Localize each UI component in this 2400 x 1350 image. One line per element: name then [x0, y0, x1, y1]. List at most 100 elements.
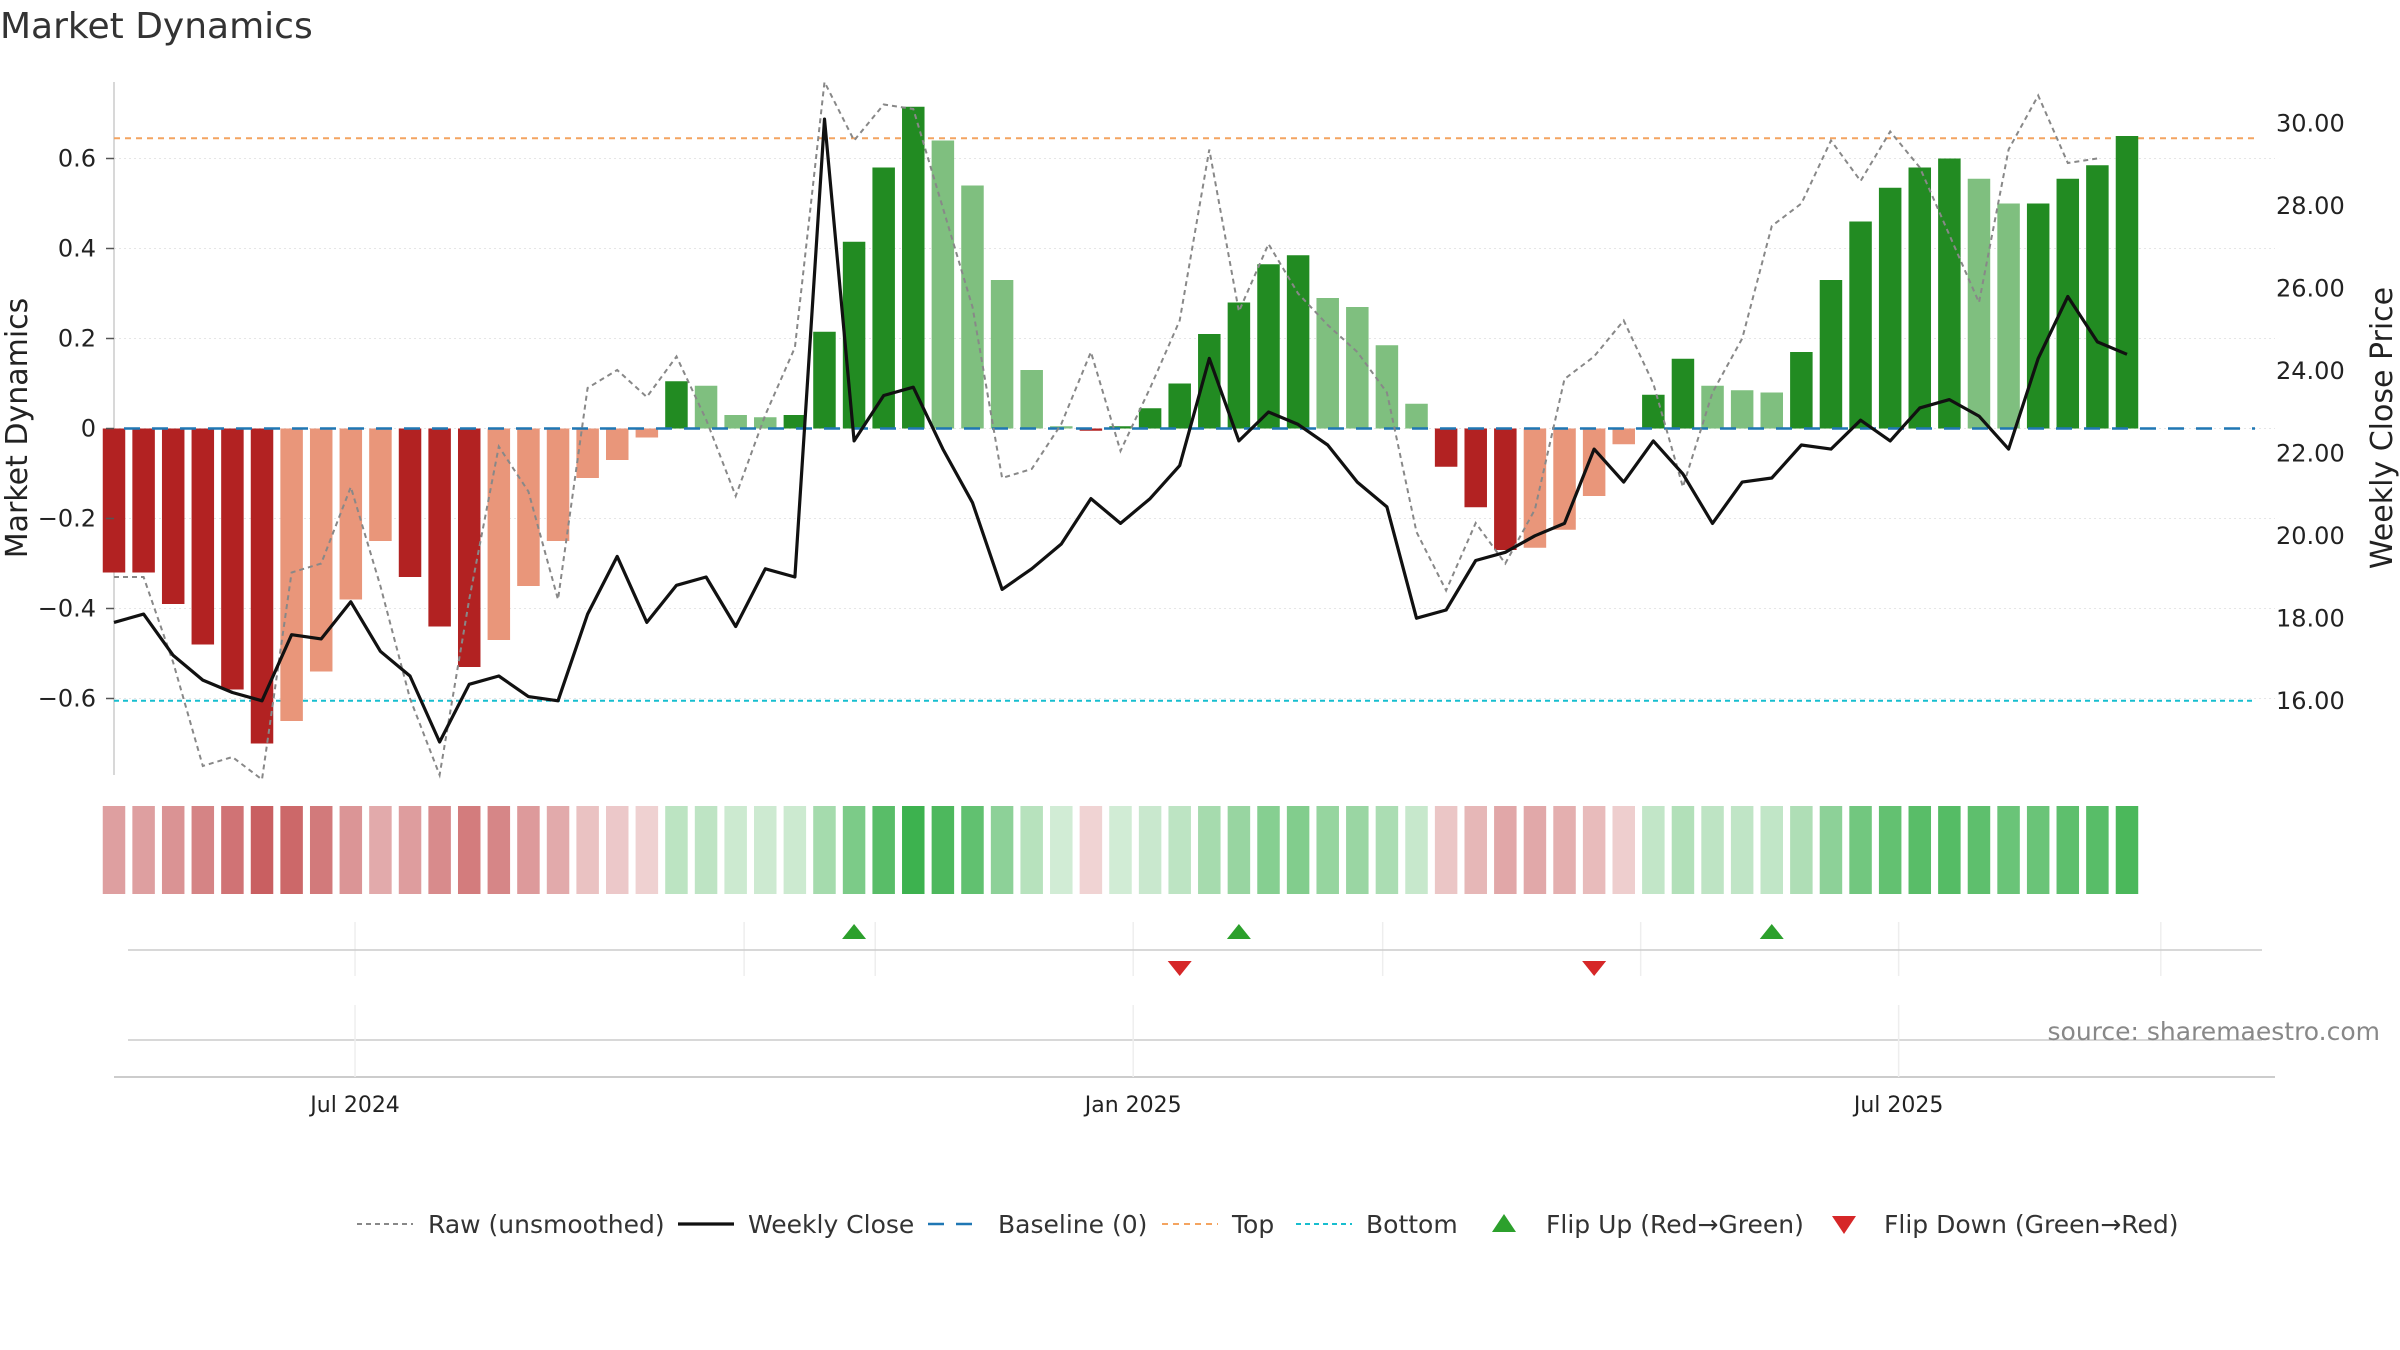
- bar: [783, 415, 807, 429]
- bar: [1316, 298, 1339, 429]
- bar: [1168, 383, 1191, 429]
- bar: [1020, 370, 1043, 429]
- bar: [1464, 428, 1487, 508]
- bar: [724, 415, 747, 429]
- legend-label: Bottom: [1366, 1210, 1458, 1239]
- left-tick-label: 0.2: [58, 325, 96, 353]
- heat-cell: [546, 806, 570, 894]
- source-note: source: sharemaestro.com: [2048, 1017, 2381, 1046]
- heat-cell: [1642, 806, 1665, 894]
- bar: [1701, 385, 1724, 429]
- bar: [576, 428, 599, 478]
- bar: [842, 241, 866, 429]
- bar: [457, 428, 481, 667]
- bar: [635, 428, 659, 438]
- bar: [1523, 428, 1547, 548]
- flip-up-marker: [842, 924, 867, 939]
- heat-cell: [1020, 806, 1043, 894]
- flip-panel: [128, 922, 2262, 976]
- bar: [1553, 428, 1576, 530]
- main-panel: 0.6 0.4 0.2 0 −0.2 −0.4 −0.6 30.00 28.00 26.00 24…: [0, 78, 2400, 782]
- bar: [1671, 358, 1695, 429]
- heat-cell: [221, 806, 244, 894]
- heat-cell: [1050, 806, 1073, 894]
- flip-up-marker: [1759, 924, 1784, 939]
- heat-cell: [398, 806, 422, 894]
- bar: [2056, 178, 2080, 429]
- bar: [1434, 428, 1458, 467]
- heat-cell: [428, 806, 451, 894]
- heat-cell: [1612, 806, 1635, 894]
- bar: [487, 428, 511, 640]
- heat-cell: [487, 806, 511, 894]
- flip-up-marker: [1226, 924, 1251, 939]
- heat-cell: [2056, 806, 2080, 894]
- bar: [339, 428, 363, 600]
- heat-cell: [931, 806, 955, 894]
- heat-cell: [1257, 806, 1280, 894]
- left-tick-label: −0.2: [38, 505, 96, 533]
- heat-cell: [842, 806, 866, 894]
- bar: [1819, 280, 1843, 429]
- right-tick-label: 26.00: [2276, 274, 2345, 302]
- right-axis-label: Weekly Close Price: [2365, 287, 2400, 569]
- bar: [1109, 426, 1132, 429]
- bar: [517, 428, 540, 586]
- bar: [1967, 178, 1991, 429]
- heat-cell: [1079, 806, 1103, 894]
- heat-cell: [161, 806, 185, 894]
- bar: [280, 428, 303, 721]
- bar: [1612, 428, 1635, 445]
- bar: [1227, 302, 1251, 429]
- heat-cell: [1671, 806, 1695, 894]
- heat-cell: [1701, 806, 1724, 894]
- right-axis-ticks: 30.00 28.00 26.00 24.00 22.00 20.00 18.00 16.00: [2276, 109, 2345, 715]
- legend-label: Weekly Close: [748, 1210, 914, 1239]
- bar: [1494, 428, 1517, 550]
- heat-cell: [724, 806, 747, 894]
- heat-cell: [1434, 806, 1458, 894]
- heat-cell: [813, 806, 836, 894]
- legend-label: Flip Down (Green→Red): [1884, 1210, 2179, 1239]
- bar: [931, 140, 955, 429]
- heat-cell: [576, 806, 599, 894]
- heat-cell: [191, 806, 215, 894]
- right-tick-label: 18.00: [2276, 604, 2345, 632]
- right-tick-label: 20.00: [2276, 522, 2345, 550]
- raw-line-layer: [114, 78, 2098, 782]
- heat-cell: [665, 806, 688, 894]
- reference-lines: [114, 137, 2255, 702]
- bar: [902, 106, 925, 429]
- bar: [694, 385, 718, 429]
- close-line-layer: [113, 117, 2128, 744]
- left-axis-ticks: 0.6 0.4 0.2 0 −0.2 −0.4 −0.6: [38, 145, 114, 713]
- heat-cell: [635, 806, 659, 894]
- bar: [1286, 255, 1310, 429]
- bar: [990, 280, 1014, 429]
- heat-cell: [961, 806, 984, 894]
- heat-cell: [1138, 806, 1162, 894]
- bar: [398, 428, 422, 577]
- bar: [872, 167, 895, 429]
- bar: [1346, 307, 1369, 429]
- bar: [132, 428, 155, 573]
- heat-cell: [1346, 806, 1369, 894]
- heat-cell: [1997, 806, 2020, 894]
- bar: [1198, 334, 1221, 429]
- heat-cell: [1375, 806, 1399, 894]
- heat-cell: [1109, 806, 1132, 894]
- bar: [2115, 136, 2139, 429]
- heat-cell: [990, 806, 1014, 894]
- heat-cell: [1967, 806, 1991, 894]
- heat-cell: [369, 806, 392, 894]
- heat-cell: [1819, 806, 1843, 894]
- heat-cell: [280, 806, 303, 894]
- heat-cell: [1198, 806, 1221, 894]
- heat-cell: [1790, 806, 1813, 894]
- right-tick-label: 30.00: [2276, 109, 2345, 137]
- bottom-panel: Jul 2024 Jan 2025 Jul 2025 source: sharema…: [114, 1005, 2380, 1118]
- left-tick-label: 0.6: [58, 145, 96, 173]
- flip-down-marker: [1582, 961, 1607, 976]
- bar: [1849, 221, 1872, 429]
- weekly-close-line: [113, 117, 2128, 744]
